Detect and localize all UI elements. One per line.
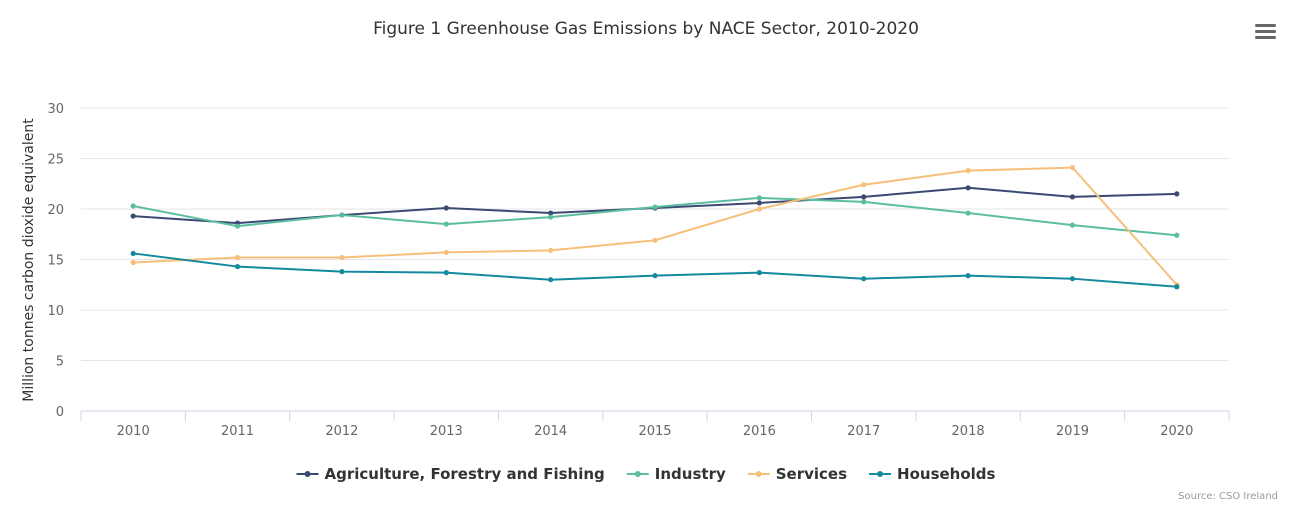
data-point[interactable] [130,250,136,257]
data-point[interactable] [443,221,449,227]
y-axis-ticks: 0 5 10 15 20 25 30 [47,102,64,420]
legend-label: Agriculture, Forestry and Fishing [325,465,605,483]
y-tick-label: 5 [56,355,64,370]
data-point[interactable] [965,168,971,174]
source-credit[interactable]: Source: CSO Ireland [1178,491,1278,502]
data-point[interactable] [756,200,762,206]
legend: Agriculture, Forestry and Fishing Industr… [296,465,996,483]
x-tick-label: 2015 [638,424,671,439]
data-point[interactable] [965,185,971,191]
data-point[interactable] [130,203,136,209]
series-line[interactable] [132,166,1178,286]
legend-item-agriculture-forestry-and-fishing[interactable]: Agriculture, Forestry and Fishing [296,465,605,483]
data-point[interactable] [130,213,136,219]
data-point[interactable] [234,223,241,229]
data-point[interactable] [339,254,345,261]
data-point[interactable] [443,205,449,211]
x-tick-label: 2010 [117,424,150,439]
data-point[interactable] [652,237,658,243]
legend-item-services[interactable]: Services [747,465,847,483]
data-point[interactable] [443,270,449,276]
chart-menu-button[interactable] [1251,20,1281,46]
data-point[interactable] [756,195,762,201]
x-tick-label: 2012 [325,424,358,439]
data-point[interactable] [965,273,971,279]
chart-title: Figure 1 Greenhouse Gas Emissions by NAC… [373,19,919,39]
data-point[interactable] [234,263,241,270]
data-point[interactable] [1069,276,1076,282]
data-point[interactable] [339,212,345,218]
data-point[interactable] [1174,191,1180,197]
legend-label: Industry [655,465,726,483]
y-tick-label: 15 [47,254,64,269]
series-layer [130,164,1180,290]
legend-item-households[interactable]: Households [869,465,996,483]
data-point[interactable] [339,269,345,275]
x-tick-label: 2017 [847,424,880,439]
y-tick-label: 20 [47,203,64,218]
y-axis-title: Million tonnes carbon dioxide equivalent [21,118,37,402]
data-point[interactable] [652,204,658,210]
y-tick-label: 25 [47,153,64,168]
y-tick-label: 10 [47,304,64,319]
data-point[interactable] [548,247,554,254]
data-point[interactable] [652,273,658,279]
legend-symbol-marker [304,471,311,477]
data-point[interactable] [130,259,136,266]
data-point[interactable] [1174,232,1180,238]
data-point[interactable] [1069,164,1076,171]
data-point[interactable] [548,210,554,216]
data-point[interactable] [861,182,867,188]
legend-symbol-marker [755,471,762,477]
series-industry[interactable] [130,195,1180,238]
data-point[interactable] [756,206,762,212]
grid-lines [81,107,1229,412]
legend-label: Services [776,465,847,483]
data-point[interactable] [1069,222,1076,228]
y-tick-label: 0 [56,405,64,420]
data-point[interactable] [861,276,867,282]
series-households[interactable] [130,250,1180,290]
hamburger-menu-icon [1255,24,1276,39]
x-tick-label: 2014 [534,424,567,439]
data-point[interactable] [234,254,241,261]
x-tick-label: 2019 [1056,424,1089,439]
data-point[interactable] [1174,284,1180,290]
x-tick-label: 2020 [1160,424,1193,439]
data-point[interactable] [443,249,449,256]
data-point[interactable] [548,214,554,220]
data-point[interactable] [965,210,971,216]
legend-label: Households [897,465,996,483]
data-point[interactable] [1069,194,1076,200]
x-tick-label: 2018 [952,424,985,439]
x-tick-label: 2013 [430,424,463,439]
data-point[interactable] [861,199,867,205]
legend-item-industry[interactable]: Industry [626,465,726,483]
x-tick-label: 2016 [743,424,776,439]
x-axis-ticks: 2010 2011 2012 2013 2014 2015 2016 2017 2018 2019… [80,411,1230,439]
data-point[interactable] [756,270,762,276]
data-point[interactable] [548,277,554,283]
legend-symbol-marker [877,471,884,477]
y-tick-label: 30 [47,102,64,117]
x-tick-label: 2011 [221,424,254,439]
legend-symbol-marker [634,471,641,477]
data-point[interactable] [861,194,867,200]
series-line[interactable] [132,196,1178,237]
